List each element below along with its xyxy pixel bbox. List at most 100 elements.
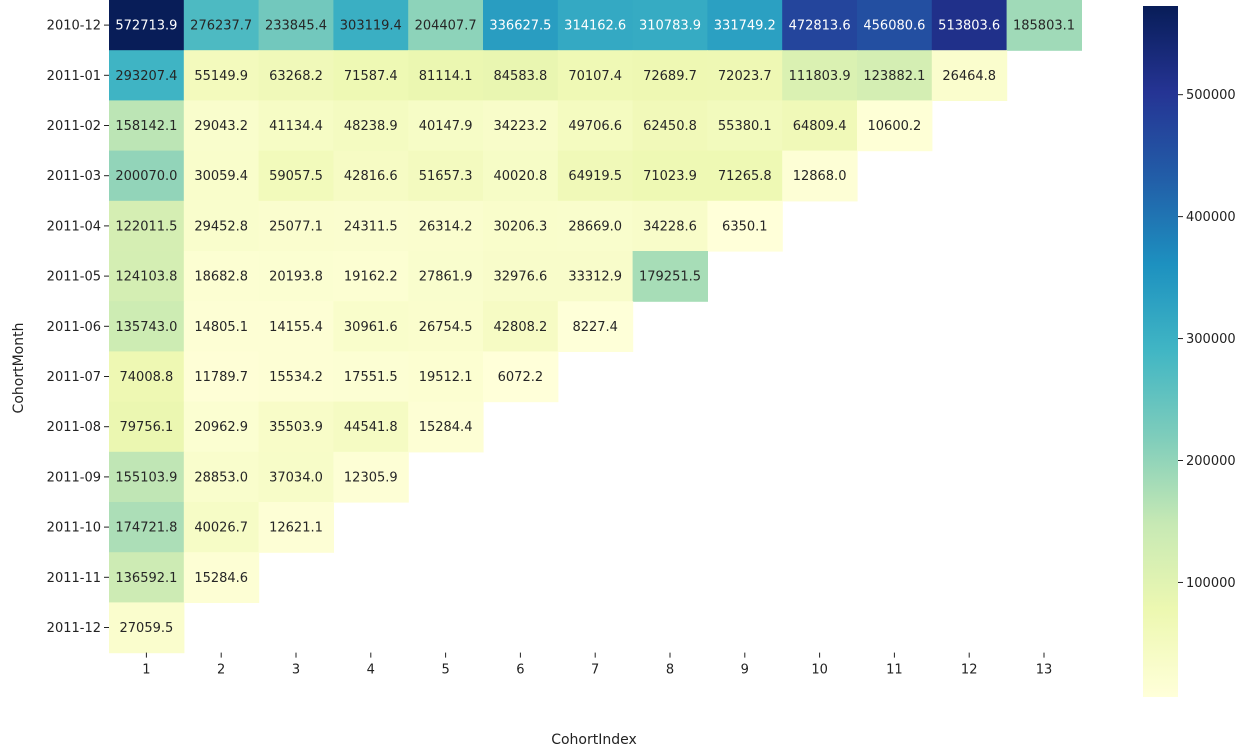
heatmap-cell — [632, 100, 708, 152]
y-tick-label: 2011-02 — [47, 119, 101, 134]
heatmap-cell-value: 572713.9 — [115, 19, 177, 34]
x-tick-label: 1 — [142, 663, 150, 678]
x-tick-label: 4 — [367, 663, 375, 678]
heatmap-cell-value: 124103.8 — [115, 270, 177, 285]
y-tick-label: 2011-10 — [47, 521, 101, 536]
heatmap-cell-value: 55149.9 — [194, 69, 248, 84]
heatmap-cell — [483, 100, 559, 152]
heatmap-cell-value: 26464.8 — [942, 69, 996, 84]
heatmap-cell-value: 42816.6 — [344, 169, 398, 184]
heatmap-cell-value: 185803.1 — [1013, 19, 1075, 34]
heatmap-cell — [109, 0, 185, 51]
heatmap-cell-value: 35503.9 — [269, 420, 323, 435]
heatmap-cell — [109, 251, 185, 302]
heatmap-cell-value: 37034.0 — [269, 470, 323, 485]
heatmap-cell — [109, 150, 185, 202]
heatmap-cell-value: 30206.3 — [494, 219, 548, 234]
y-tick-label: 2011-08 — [47, 420, 101, 435]
heatmap-cell — [483, 150, 559, 202]
heatmap-cell — [1006, 0, 1082, 51]
heatmap-cell — [333, 50, 409, 101]
heatmap-cell — [183, 0, 260, 51]
colorbar-gradient — [1143, 6, 1178, 697]
x-axis-ticks: 1 2 3 4 5 6 7 8 9 10 11 12 13 — [142, 652, 1052, 678]
heatmap-cell-value: 71023.9 — [643, 169, 697, 184]
heatmap-cell — [183, 50, 260, 101]
heatmap-cell-value: 30059.4 — [194, 169, 248, 184]
heatmap-cell-value: 179251.5 — [639, 270, 701, 285]
heatmap-cell — [483, 200, 559, 252]
heatmap-cell — [857, 0, 933, 51]
heatmap-cell — [333, 0, 409, 51]
x-axis-label: CohortIndex — [551, 732, 637, 748]
heatmap-cell-value: 34228.6 — [643, 219, 697, 234]
y-tick-label: 2011-03 — [47, 169, 101, 184]
heatmap-cell — [183, 301, 260, 352]
heatmap-cell — [857, 50, 933, 101]
x-tick-label: 7 — [591, 663, 599, 678]
x-tick-label: 10 — [811, 663, 828, 678]
heatmap-cell — [258, 351, 334, 403]
heatmap-cell-value: 84583.8 — [494, 69, 548, 84]
heatmap-cell — [183, 502, 260, 553]
heatmap-cell — [258, 502, 334, 553]
heatmap-cell — [109, 401, 185, 453]
heatmap-cell — [258, 401, 334, 453]
heatmap-cell-value: 233845.4 — [265, 19, 327, 34]
heatmap-cell-value: 48238.9 — [344, 119, 398, 134]
x-tick-label: 6 — [516, 663, 524, 678]
heatmap-cell-value: 456080.6 — [863, 19, 925, 34]
heatmap-cell — [183, 150, 260, 202]
heatmap-cell — [183, 451, 260, 503]
heatmap-cell-value: 64919.5 — [568, 169, 622, 184]
heatmap-cell — [408, 251, 484, 302]
heatmap-cell-value: 74008.8 — [120, 370, 174, 385]
heatmap-cell-value: 136592.1 — [115, 571, 177, 586]
heatmap-cell — [333, 251, 409, 302]
heatmap-cell-value: 72023.7 — [718, 69, 772, 84]
heatmap-cell-value: 71587.4 — [344, 69, 398, 84]
heatmap-cell-value: 15534.2 — [269, 370, 323, 385]
heatmap-cell-value: 63268.2 — [269, 69, 323, 84]
heatmap-cell-value: 20193.8 — [269, 270, 323, 285]
heatmap-cell-value: 472813.6 — [789, 19, 851, 34]
x-tick-label: 12 — [961, 663, 978, 678]
heatmap-cell-value: 25077.1 — [269, 219, 323, 234]
heatmap-cell — [483, 301, 559, 352]
heatmap-cell — [258, 50, 334, 101]
heatmap-cell — [557, 150, 634, 202]
heatmap-cell — [109, 502, 185, 553]
heatmap-cell-value: 40147.9 — [419, 119, 473, 134]
heatmap-cell-value: 26754.5 — [419, 320, 473, 335]
heatmap-cell-value: 28669.0 — [568, 219, 622, 234]
x-tick-label: 11 — [886, 663, 903, 678]
heatmap-cell — [258, 301, 334, 352]
heatmap-cell — [333, 200, 409, 252]
heatmap-cell-value: 29043.2 — [194, 119, 248, 134]
y-tick-label: 2011-06 — [47, 320, 101, 335]
heatmap-cell-value: 155103.9 — [115, 470, 177, 485]
heatmap-cell — [258, 150, 334, 202]
heatmap-cell-value: 336627.5 — [489, 19, 551, 34]
heatmap-cell — [707, 50, 783, 101]
heatmap-cells: 572713.9 276237.7 233845.4 303119.4 204407.7… — [109, 0, 1082, 654]
heatmap-cell-value: 303119.4 — [340, 19, 402, 34]
heatmap-cell — [707, 0, 783, 51]
heatmap-cell-value: 59057.5 — [269, 169, 323, 184]
heatmap-cell — [408, 150, 484, 202]
heatmap-cell-value: 158142.1 — [115, 119, 177, 134]
y-tick-label: 2011-05 — [47, 270, 101, 285]
colorbar-tick-label: 100000 — [1186, 576, 1236, 591]
heatmap-cell — [408, 50, 484, 101]
heatmap-cell-value: 33312.9 — [568, 270, 622, 285]
heatmap-cell — [109, 200, 185, 252]
heatmap-cell-value: 27059.5 — [120, 621, 174, 636]
heatmap-cell — [931, 0, 1008, 51]
heatmap-cell — [183, 200, 260, 252]
heatmap-cell — [782, 0, 858, 51]
heatmap-cell — [408, 0, 484, 51]
heatmap-cell-value: 135743.0 — [115, 320, 177, 335]
heatmap-cell-value: 276237.7 — [190, 19, 252, 34]
heatmap-cell — [109, 602, 185, 654]
heatmap-cell-value: 64809.4 — [793, 119, 847, 134]
